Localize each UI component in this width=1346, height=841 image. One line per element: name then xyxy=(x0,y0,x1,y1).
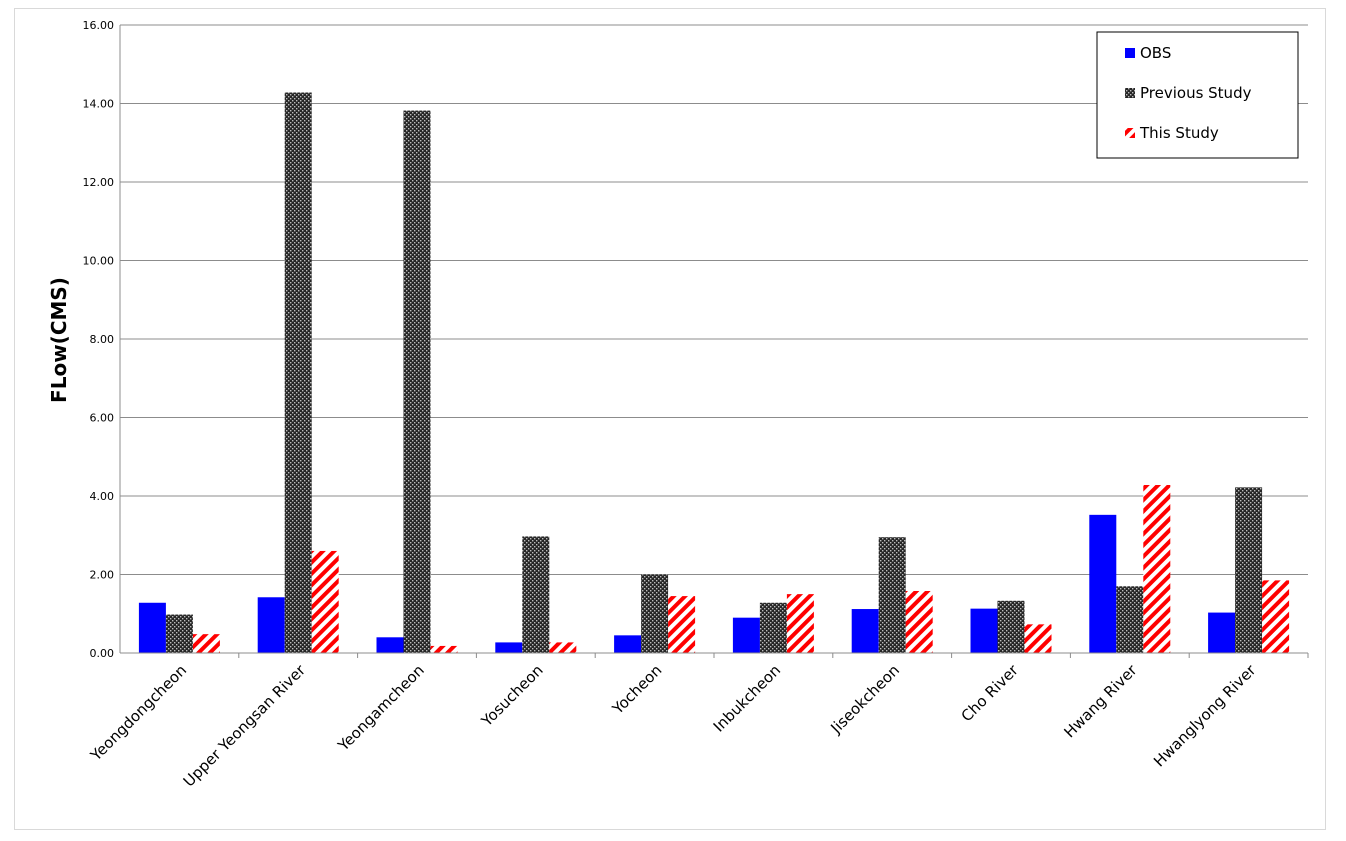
legend-label: This Study xyxy=(1139,124,1219,142)
bar-obs xyxy=(1089,514,1117,653)
bar-previous-study xyxy=(403,110,431,653)
legend-label: OBS xyxy=(1140,44,1171,62)
bar-obs xyxy=(732,617,760,653)
x-tick-label: Hwang River xyxy=(1060,661,1141,742)
bar-previous-study xyxy=(284,92,312,653)
bar-obs xyxy=(970,608,998,653)
legend-swatch-obs xyxy=(1125,48,1135,58)
bar-previous-study xyxy=(522,536,550,653)
x-tick-label: Upper Yeongsan River xyxy=(180,661,310,791)
legend: OBS Previous Study This Study xyxy=(1096,31,1299,159)
bar-previous-study xyxy=(641,574,669,653)
y-tick-label: 12.00 xyxy=(83,176,115,189)
x-tick-label: Inbukcheon xyxy=(710,661,784,735)
bar-this-study xyxy=(311,550,339,653)
bar-this-study xyxy=(430,645,458,653)
x-tick-label: Yeongamcheon xyxy=(334,661,428,755)
bar-obs xyxy=(495,642,523,653)
bar-this-study xyxy=(192,634,220,653)
bar-previous-study xyxy=(1116,586,1144,653)
bar-previous-study xyxy=(878,537,906,653)
bar-previous-study xyxy=(997,600,1025,653)
y-tick-label: 2.00 xyxy=(90,569,115,582)
y-tick-label: 4.00 xyxy=(90,490,115,503)
legend-swatch-previous-study xyxy=(1125,88,1135,98)
bar-obs xyxy=(1208,612,1236,653)
legend-label: Previous Study xyxy=(1140,84,1252,102)
bar-obs xyxy=(376,637,404,653)
y-tick-label: 0.00 xyxy=(90,647,115,660)
bar-this-study xyxy=(905,590,933,653)
y-tick-label: 16.00 xyxy=(83,19,115,32)
bar-obs xyxy=(138,602,166,653)
y-tick-label: 14.00 xyxy=(83,98,115,111)
bar-previous-study xyxy=(165,614,193,653)
y-axis-label: FLow(CMS) xyxy=(47,277,71,403)
bar-this-study xyxy=(1143,485,1171,653)
bar-obs xyxy=(851,609,879,653)
bar-previous-study xyxy=(759,602,787,653)
x-tick-label: Yocheon xyxy=(608,661,665,718)
axes xyxy=(119,25,1309,658)
bar-previous-study xyxy=(1235,487,1263,653)
y-tick-label: 8.00 xyxy=(90,333,115,346)
bar-obs xyxy=(614,635,642,653)
y-tick-label: 6.00 xyxy=(90,412,115,425)
bars xyxy=(138,92,1290,653)
x-tick-label: Yosucheon xyxy=(477,661,547,731)
bar-this-study xyxy=(786,594,814,653)
y-tick-label: 10.00 xyxy=(83,255,115,268)
y-tick-labels: 0.00 2.00 4.00 6.00 8.00 10.00 12.00 14.00 16.00 xyxy=(83,19,115,660)
chart-frame xyxy=(14,8,1326,830)
x-tick-label: Hwanglyong River xyxy=(1150,661,1260,771)
bar-obs xyxy=(257,597,285,653)
x-tick-label: Jiseokcheon xyxy=(827,661,903,737)
x-tick-label: Cho River xyxy=(958,661,1023,726)
bar-this-study xyxy=(668,596,696,653)
legend-swatch-this-study xyxy=(1125,128,1135,138)
bar-this-study xyxy=(549,642,577,653)
bar-this-study xyxy=(1262,580,1290,653)
bar-this-study xyxy=(1024,624,1052,653)
x-tick-label: Yeongdongcheon xyxy=(86,661,190,765)
